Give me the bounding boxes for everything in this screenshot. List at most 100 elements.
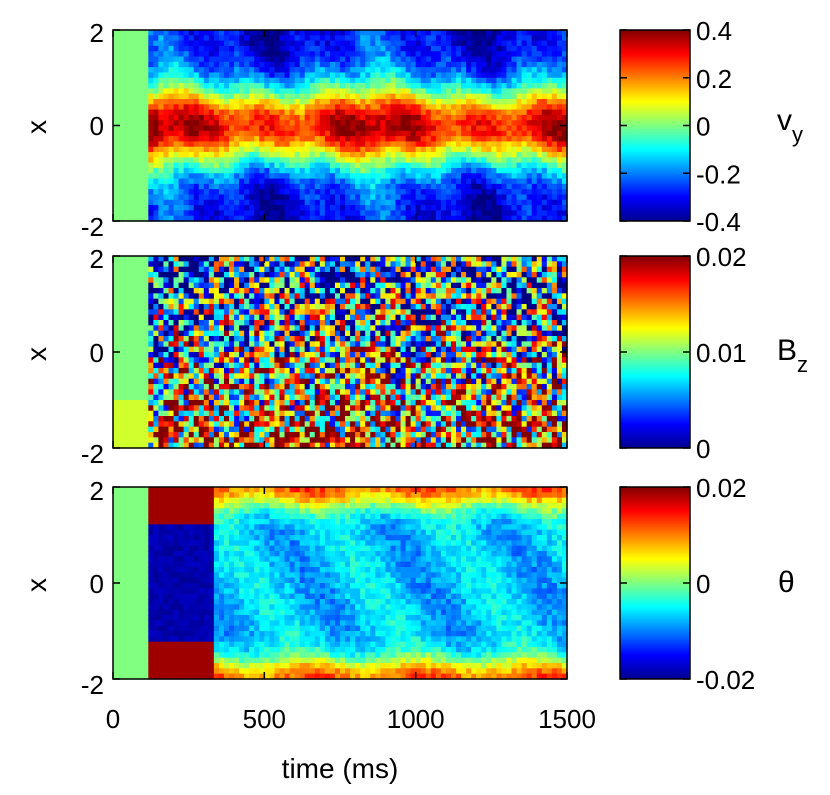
heatmap-cell — [279, 442, 286, 449]
heatmap-cell — [173, 125, 180, 132]
heatmap-cell — [188, 416, 195, 422]
heatmap-cell — [365, 67, 371, 74]
heatmap-cell — [501, 157, 508, 164]
heatmap-cell — [158, 98, 165, 105]
heatmap-cell — [279, 288, 286, 294]
heatmap-cell — [123, 178, 129, 185]
heatmap-cell — [380, 183, 386, 190]
heatmap-cell — [203, 325, 210, 332]
heatmap-cell — [329, 61, 336, 68]
heatmap-cell — [264, 266, 270, 273]
heatmap-cell — [501, 40, 508, 47]
heatmap-cell — [294, 98, 301, 105]
heatmap-cell — [123, 309, 129, 316]
heatmap-cell — [299, 304, 306, 310]
heatmap-cell — [360, 104, 366, 111]
heatmap-cell — [340, 421, 346, 428]
heatmap-cell — [420, 104, 427, 111]
heatmap-cell — [198, 30, 205, 36]
heatmap-cell — [299, 35, 306, 42]
heatmap-cell — [314, 109, 321, 116]
heatmap-cell — [143, 178, 149, 185]
heatmap-cell — [163, 45, 170, 52]
heatmap-cell — [445, 141, 452, 148]
heatmap-cell — [324, 389, 331, 396]
heatmap-cell — [561, 77, 568, 84]
heatmap-cell — [370, 56, 376, 63]
heatmap-cell — [153, 256, 159, 262]
heatmap-cell — [113, 298, 119, 305]
heatmap-cell — [304, 410, 311, 417]
heatmap-cell — [334, 98, 341, 105]
heatmap-cell — [309, 98, 316, 105]
heatmap-cell — [123, 61, 129, 68]
heatmap-cell — [561, 173, 568, 180]
heatmap-cell — [218, 178, 225, 185]
colorbar-label-vy: vy — [777, 104, 803, 147]
heatmap-cell — [334, 215, 341, 222]
heatmap-cell — [294, 72, 301, 79]
heatmap-cell — [314, 56, 321, 63]
heatmap-cell — [380, 130, 386, 137]
heatmap-cell — [365, 210, 371, 217]
heatmap-cell — [284, 357, 291, 364]
heatmap-cell — [274, 61, 281, 68]
heatmap-cell — [203, 426, 210, 433]
heatmap-cell — [340, 373, 346, 380]
heatmap-cell — [531, 146, 538, 153]
heatmap-cell — [380, 136, 386, 143]
heatmap-cell — [329, 352, 336, 358]
heatmap-cell — [445, 215, 452, 222]
heatmap-cell — [128, 272, 134, 278]
heatmap-cell — [526, 183, 533, 190]
heatmap-cell — [193, 35, 200, 42]
heatmap-cell — [153, 410, 159, 417]
heatmap-cell — [314, 330, 321, 337]
heatmap-cell — [244, 368, 250, 374]
heatmap-cell — [269, 93, 276, 100]
heatmap-cell — [153, 400, 159, 406]
heatmap-cell — [350, 157, 356, 164]
heatmap-cell — [314, 178, 321, 185]
heatmap-cell — [173, 293, 180, 300]
heatmap-cell — [385, 72, 392, 79]
heatmap-cell — [546, 30, 553, 36]
heatmap-cell — [329, 421, 336, 428]
heatmap-cell — [284, 178, 291, 185]
heatmap-cell — [375, 93, 381, 100]
heatmap-cell — [440, 30, 447, 36]
heatmap-cell — [340, 266, 346, 273]
heatmap-cell — [118, 136, 124, 143]
heatmap-cell — [324, 114, 331, 121]
heatmap-cell — [244, 410, 250, 417]
heatmap-cell — [334, 51, 341, 58]
heatmap-cell — [229, 288, 235, 294]
heatmap-cell — [334, 378, 341, 385]
heatmap-cell — [309, 405, 316, 412]
heatmap-cell — [410, 183, 417, 190]
heatmap-cell — [183, 442, 190, 449]
heatmap-cell — [319, 146, 326, 153]
heatmap-cell — [345, 421, 351, 428]
heatmap-cell — [420, 167, 427, 174]
heatmap-cell — [269, 167, 276, 174]
heatmap-cell — [405, 167, 412, 174]
heatmap-cell — [324, 93, 331, 100]
heatmap-cell — [153, 40, 159, 47]
heatmap-cell — [138, 421, 144, 428]
heatmap-cell — [188, 266, 195, 273]
heatmap-cell — [193, 282, 200, 289]
heatmap-cell — [193, 194, 200, 201]
heatmap-cell — [304, 272, 311, 278]
heatmap-cell — [506, 183, 513, 190]
heatmap-cell — [163, 320, 170, 326]
heatmap-cell — [440, 35, 447, 42]
heatmap-cell — [133, 141, 139, 148]
heatmap-cell — [128, 67, 134, 74]
heatmap-cell — [395, 98, 402, 105]
heatmap-cell — [133, 298, 139, 305]
heatmap-cell — [279, 146, 286, 153]
heatmap-cell — [143, 215, 149, 222]
heatmap-cell — [208, 152, 215, 158]
heatmap-cell — [324, 205, 331, 211]
